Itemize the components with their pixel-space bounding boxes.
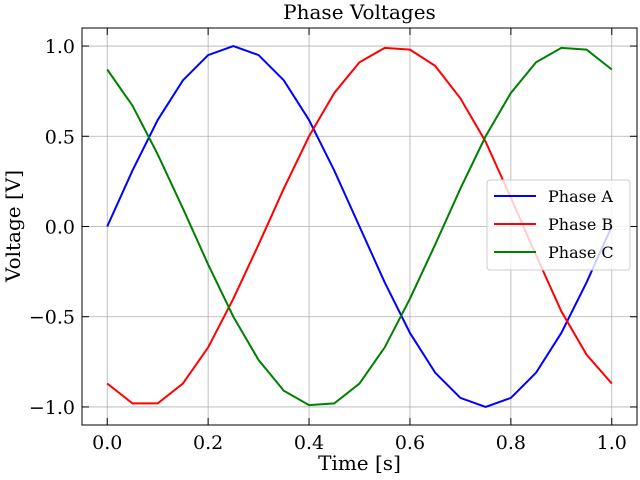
series-line-phase-a (106, 44, 613, 409)
legend-label-phase-c: Phase C (548, 243, 614, 262)
x-tick-label: 0.2 (193, 432, 223, 454)
chart-title: Phase Voltages (283, 0, 436, 24)
x-tick-label: 1.0 (597, 432, 627, 454)
x-tick-label: 0.0 (92, 432, 122, 454)
legend-box (486, 179, 631, 271)
y-axis-label: Voltage [V] (1, 170, 25, 283)
ticks (82, 28, 637, 425)
y-tick-label: 0.5 (45, 126, 75, 148)
legend-label-phase-a: Phase A (548, 187, 613, 206)
x-tick-label: 0.6 (395, 432, 425, 454)
tick-labels: 0.0 0.2 0.4 0.6 0.8 1.0 −1.0 −0.5 0.0 0.5 1.0 (29, 36, 627, 454)
y-tick-label: 1.0 (45, 36, 75, 58)
x-tick-label: 0.8 (496, 432, 526, 454)
y-tick-label: 0.0 (45, 217, 75, 239)
x-tick-label: 0.4 (294, 432, 324, 454)
x-axis-label: Time [s] (318, 451, 401, 475)
y-tick-label: −1.0 (29, 397, 75, 419)
y-tick-label: −0.5 (29, 307, 75, 329)
series-line-phase-c (106, 46, 613, 407)
legend-label-phase-b: Phase B (548, 215, 613, 234)
legend: Phase A Phase B Phase C (486, 179, 631, 271)
